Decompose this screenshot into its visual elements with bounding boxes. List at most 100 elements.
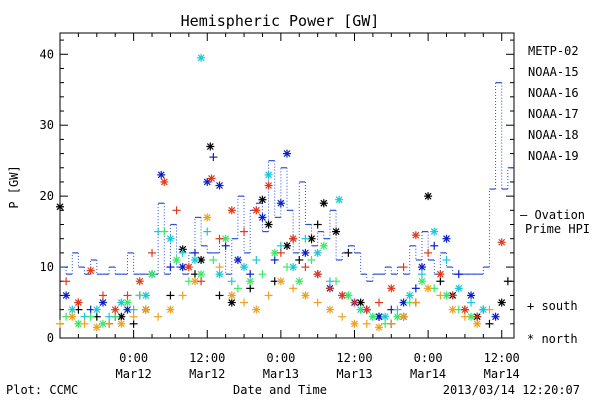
x-tick-label-date: Mar12 (116, 367, 152, 381)
data-point-south (454, 270, 463, 279)
data-points (56, 53, 512, 332)
data-point-north (160, 177, 169, 186)
data-point-north (190, 255, 199, 264)
data-point-south (301, 234, 310, 243)
data-point-north (313, 248, 322, 257)
data-point-south (215, 234, 224, 243)
data-point-north (283, 149, 291, 158)
data-point-north (417, 277, 426, 286)
data-point-north (362, 305, 371, 314)
data-point-south (160, 227, 169, 236)
data-point-south (98, 291, 107, 300)
data-point-south (424, 248, 433, 257)
data-point-north (424, 284, 433, 293)
data-point-south (129, 319, 138, 328)
data-point-north (325, 305, 334, 314)
data-point-south (503, 277, 512, 286)
data-point-south (129, 305, 138, 314)
data-point-north (74, 298, 83, 307)
data-point-north (197, 53, 206, 62)
data-point-north (497, 298, 506, 307)
data-point-north (319, 241, 328, 250)
data-point-north (206, 142, 215, 151)
north-marker-legend: * north (527, 332, 578, 346)
data-point-south (436, 277, 445, 286)
data-point-south (485, 319, 494, 328)
data-point-south (448, 291, 457, 300)
data-point-north (497, 238, 506, 247)
data-point-south (313, 298, 322, 307)
data-point-north (264, 170, 273, 179)
data-point-north (491, 312, 500, 321)
data-point-north (240, 263, 249, 272)
data-point-north (157, 170, 166, 179)
data-point-north (387, 284, 396, 293)
x-tick-label-time: 0:00 (119, 351, 148, 365)
data-point-south (129, 312, 138, 321)
data-point-south (227, 277, 236, 286)
x-axis-label: Date and Time (233, 383, 327, 397)
y-tick-label: 0 (47, 331, 54, 345)
data-point-south (56, 319, 64, 328)
data-point-north (375, 323, 384, 332)
data-point-north (276, 199, 285, 208)
x-tick-label-time: 12:00 (336, 351, 372, 365)
data-point-north (123, 298, 132, 307)
footer-plot-credit: Plot: CCMC (6, 383, 78, 397)
data-point-south (166, 291, 175, 300)
chart-title: Hemispheric Power [GW] (181, 12, 380, 30)
data-point-south (301, 263, 310, 272)
data-point-south (417, 270, 426, 279)
data-point-south (411, 284, 420, 293)
data-point-south (178, 248, 187, 257)
data-point-south (289, 284, 298, 293)
data-point-south (307, 255, 316, 264)
data-point-north (313, 270, 322, 279)
data-point-north (86, 266, 95, 275)
data-point-north (207, 174, 216, 183)
axes: 0 10 20 30 40 0:00 Mar12 12:00 Mar12 0:00 Mar13 12:… (40, 32, 520, 381)
data-point-south (172, 206, 181, 215)
legend-entry: NOAA-18 (528, 128, 579, 142)
x-tick-label-date: Mar14 (484, 367, 520, 381)
data-point-south (105, 319, 114, 328)
data-point-north (350, 319, 359, 328)
data-point-north (301, 291, 310, 300)
data-point-north (411, 231, 420, 240)
data-point-south (485, 305, 494, 314)
footer-timestamp: 2013/03/14 12:20:07 (443, 383, 580, 397)
data-point-south (197, 277, 206, 286)
data-point-north (141, 305, 150, 314)
y-axis-label: P [GW] (7, 165, 21, 208)
y-tick-label: 40 (40, 47, 54, 61)
data-point-north (123, 305, 132, 314)
x-tick-label-time: 12:00 (484, 351, 520, 365)
data-point-south (387, 319, 396, 328)
data-point-north (246, 277, 255, 286)
data-point-north (270, 248, 279, 257)
data-point-north (258, 213, 267, 222)
data-point-south (154, 312, 163, 321)
data-point-south (62, 277, 71, 286)
x-tick-label-time: 12:00 (189, 351, 225, 365)
south-marker-legend: + south (527, 299, 578, 313)
data-point-north (417, 263, 426, 272)
data-point-south (295, 255, 304, 264)
data-point-south (473, 312, 482, 321)
data-point-north (381, 312, 390, 321)
data-point-north (442, 234, 451, 243)
data-point-south (362, 319, 371, 328)
data-point-north (184, 263, 193, 272)
data-point-south (190, 248, 199, 257)
data-point-north (436, 270, 445, 279)
data-point-south (313, 220, 322, 229)
y-tick-label: 10 (40, 260, 54, 274)
data-point-north (424, 192, 433, 201)
data-point-north (295, 277, 304, 286)
data-point-south (350, 298, 359, 307)
data-point-south (252, 255, 261, 264)
data-point-south (264, 291, 273, 300)
data-point-north (467, 291, 476, 300)
